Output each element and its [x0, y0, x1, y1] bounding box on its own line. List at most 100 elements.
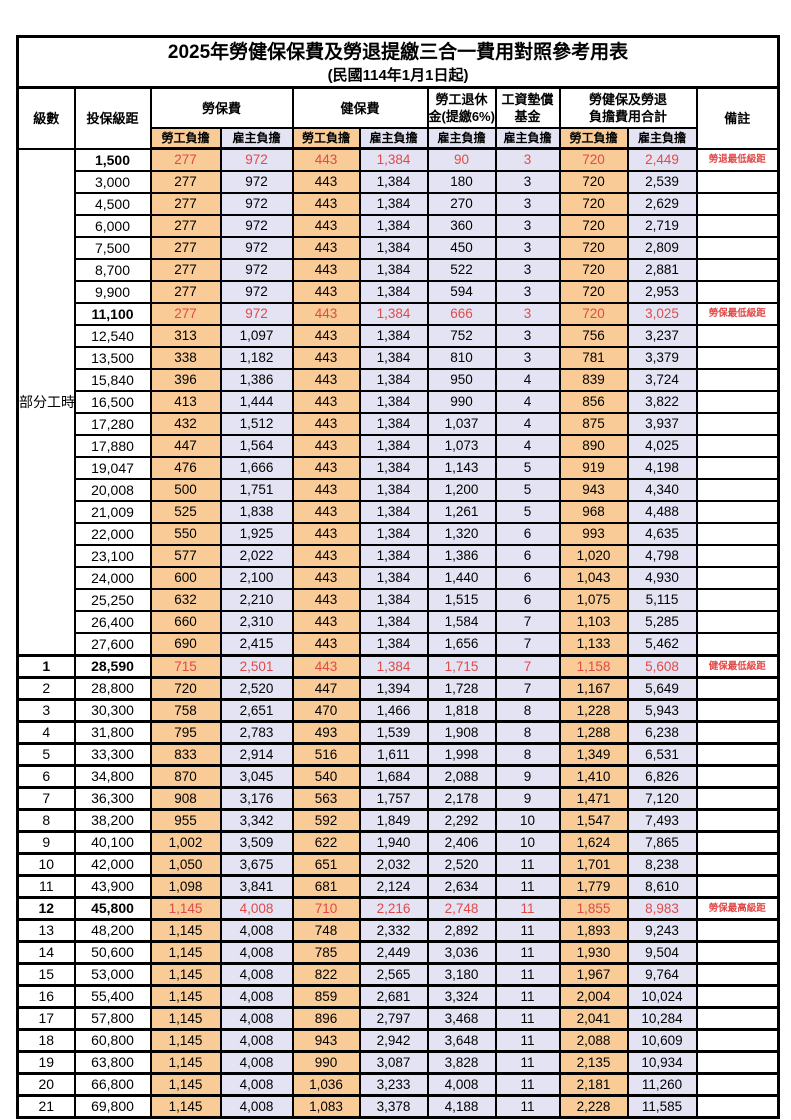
value-cell: 4	[494, 368, 561, 392]
remark-cell	[695, 940, 780, 965]
value-cell: 11	[494, 896, 561, 921]
value-cell: 1,384	[358, 544, 429, 568]
value-cell: 1,410	[558, 764, 629, 789]
value-cell: 1,384	[358, 280, 429, 304]
value-cell: 1,849	[358, 808, 429, 833]
value-cell: 11	[494, 918, 561, 943]
value-cell: 1,384	[358, 346, 429, 370]
value-cell: 11	[494, 1028, 561, 1053]
value-cell: 2,565	[358, 962, 429, 987]
table-row: 8 38,200 955 3,342 592 1,849 2,292 10 1,547 7,493	[16, 808, 780, 833]
value-cell: 1,037	[426, 412, 497, 436]
bracket-cell: 57,800	[73, 1006, 152, 1031]
remark-cell	[695, 808, 780, 833]
value-cell: 1,386	[426, 544, 497, 568]
value-cell: 4	[494, 390, 561, 414]
value-cell: 1,075	[558, 588, 629, 612]
value-cell: 748	[291, 918, 361, 943]
value-cell: 1,547	[558, 808, 629, 833]
value-cell: 277	[149, 147, 222, 172]
table-row: 12 45,800 1,145 4,008 710 2,216 2,748 11 1,855 8,…	[16, 896, 780, 921]
table-row: 17 57,800 1,145 4,008 896 2,797 3,468 11 2,041 10…	[16, 1006, 780, 1031]
value-cell: 277	[149, 170, 222, 194]
remark-cell	[695, 918, 780, 943]
value-cell: 4,008	[219, 940, 294, 965]
pension-header-line2: 金(提繳6%)	[428, 109, 495, 124]
value-cell: 8,983	[626, 896, 698, 921]
value-cell: 5,115	[626, 588, 698, 612]
value-cell: 710	[291, 896, 361, 921]
remark-cell	[695, 478, 780, 502]
value-cell: 443	[291, 390, 361, 414]
value-cell: 277	[149, 258, 222, 282]
table-row: 26,400 660 2,310 443 1,384 1,584 7 1,103 5,285	[18, 610, 780, 634]
remark-cell	[695, 588, 780, 612]
value-cell: 1,145	[149, 984, 222, 1009]
bracket-cell: 21,009	[73, 500, 152, 524]
level-cell: 14	[16, 940, 76, 965]
bracket-cell: 53,000	[73, 962, 152, 987]
value-cell: 1,384	[358, 236, 429, 260]
value-cell: 795	[149, 720, 222, 745]
bracket-cell: 17,880	[73, 434, 152, 458]
value-cell: 1,666	[219, 456, 294, 480]
value-cell: 1,145	[149, 940, 222, 965]
value-cell: 1,228	[558, 698, 629, 723]
value-cell: 720	[558, 258, 629, 282]
value-cell: 1,083	[291, 1094, 361, 1119]
table-row: 27,600 690 2,415 443 1,384 1,656 7 1,133 5,462	[18, 632, 780, 657]
remark-cell	[695, 390, 780, 414]
table-row: 10 42,000 1,050 3,675 651 2,032 2,520 11 1,701 8,…	[16, 852, 780, 877]
value-cell: 1,384	[358, 500, 429, 524]
value-cell: 11	[494, 852, 561, 877]
value-cell: 972	[219, 258, 294, 282]
value-cell: 500	[149, 478, 222, 502]
value-cell: 5,285	[626, 610, 698, 634]
value-cell: 1,043	[558, 566, 629, 590]
value-cell: 1,384	[358, 368, 429, 392]
value-cell: 1,967	[558, 962, 629, 987]
value-cell: 443	[291, 654, 361, 679]
remark-cell	[695, 324, 780, 348]
bracket-cell: 42,000	[73, 852, 152, 877]
bracket-cell: 23,100	[73, 544, 152, 568]
value-cell: 443	[291, 346, 361, 370]
value-cell: 3	[494, 192, 561, 216]
value-cell: 1,349	[558, 742, 629, 767]
bracket-cell: 33,300	[73, 742, 152, 767]
value-cell: 4,008	[219, 918, 294, 943]
value-cell: 476	[149, 456, 222, 480]
bracket-cell: 16,500	[73, 390, 152, 414]
value-cell: 4,008	[219, 962, 294, 987]
title-cell: 2025年勞健保保費及勞退提繳三合一費用對照參考用表 (民國114年1月1日起)	[16, 35, 780, 89]
value-cell: 443	[291, 214, 361, 238]
bracket-cell: 30,300	[73, 698, 152, 723]
value-cell: 443	[291, 368, 361, 392]
value-cell: 2,681	[358, 984, 429, 1009]
table-row: 19 63,800 1,145 4,008 990 3,087 3,828 11 2,135 10…	[16, 1050, 780, 1075]
value-cell: 715	[149, 654, 222, 679]
page-subtitle: (民國114年1月1日起)	[327, 66, 469, 84]
value-cell: 2,332	[358, 918, 429, 943]
subheader-li-employer: 雇主負擔	[219, 127, 294, 150]
table-row: 15,840 396 1,386 443 1,384 950 4 839 3,724	[18, 368, 780, 392]
premium-table-head: 2025年勞健保保費及勞退提繳三合一費用對照參考用表 (民國114年1月1日起)…	[16, 35, 780, 150]
subheader-total-employee: 勞工負擔	[558, 127, 629, 150]
remark-cell	[695, 632, 780, 657]
bracket-cell: 28,590	[73, 654, 152, 679]
remark-cell	[695, 1050, 780, 1075]
table-row: 11,100 277 972 443 1,384 666 3 720 3,025 勞保最低級距	[18, 302, 780, 326]
value-cell: 4,008	[219, 1028, 294, 1053]
remark-cell	[695, 522, 780, 546]
remark-cell	[695, 280, 780, 304]
value-cell: 2,634	[426, 874, 497, 899]
value-cell: 2,449	[626, 147, 698, 172]
level-cell: 2	[16, 676, 76, 701]
value-cell: 859	[291, 984, 361, 1009]
table-row: 8,700 277 972 443 1,384 522 3 720 2,881	[18, 258, 780, 282]
value-cell: 1,998	[426, 742, 497, 767]
value-cell: 4,008	[219, 1094, 294, 1119]
value-cell: 4,188	[426, 1094, 497, 1119]
value-cell: 2,629	[626, 192, 698, 216]
value-cell: 11	[494, 874, 561, 899]
